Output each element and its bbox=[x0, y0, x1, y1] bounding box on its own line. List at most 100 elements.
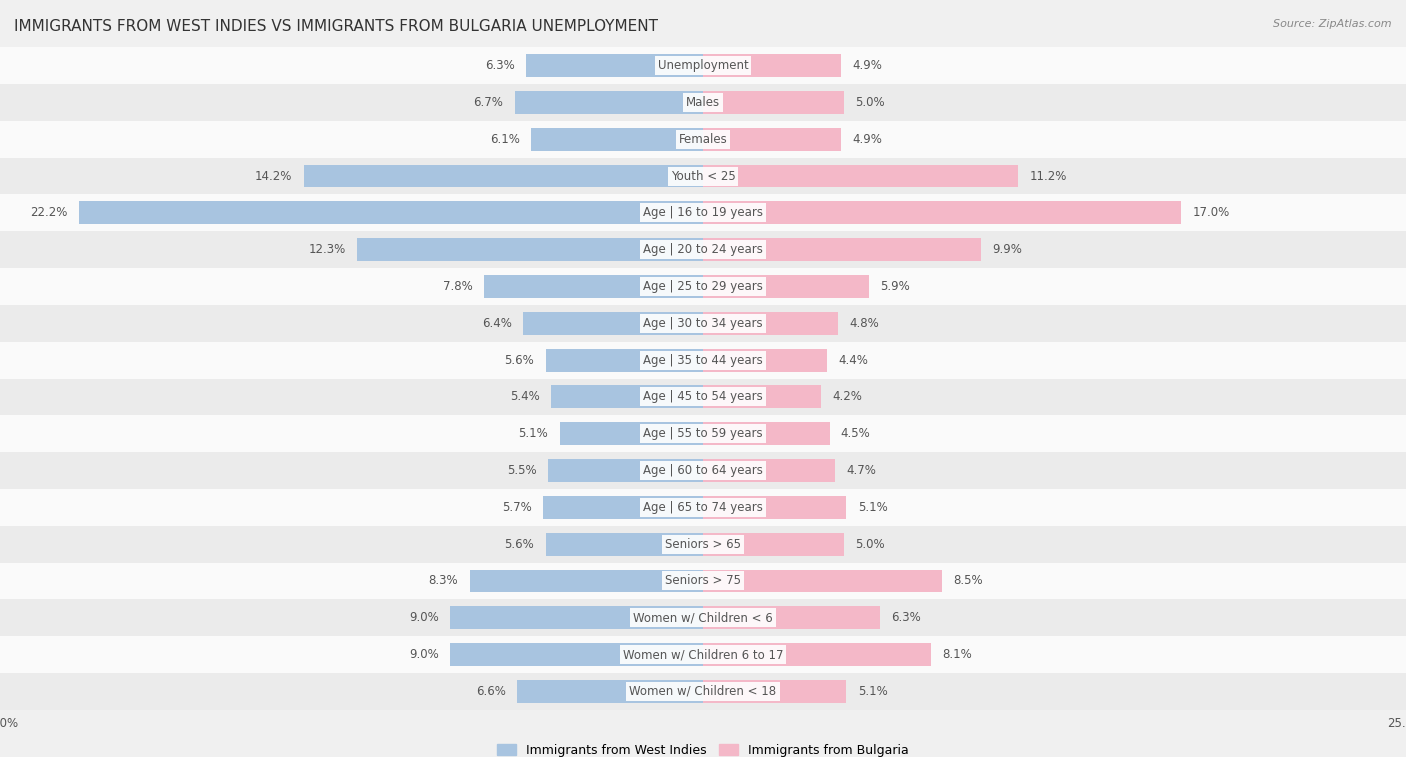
Text: 6.7%: 6.7% bbox=[474, 96, 503, 109]
Text: 5.4%: 5.4% bbox=[510, 391, 540, 403]
Text: Age | 45 to 54 years: Age | 45 to 54 years bbox=[643, 391, 763, 403]
Text: 5.1%: 5.1% bbox=[519, 427, 548, 441]
Bar bbox=[0, 157, 1406, 195]
Text: 6.1%: 6.1% bbox=[491, 132, 520, 146]
Text: 4.7%: 4.7% bbox=[846, 464, 876, 477]
Bar bbox=[0, 562, 1406, 600]
Bar bbox=[0, 673, 1406, 710]
Bar bbox=[703, 91, 844, 114]
Text: Age | 35 to 44 years: Age | 35 to 44 years bbox=[643, 354, 763, 366]
Text: Youth < 25: Youth < 25 bbox=[671, 170, 735, 182]
Bar bbox=[0, 636, 1406, 673]
Bar bbox=[531, 128, 703, 151]
Text: Women w/ Children < 6: Women w/ Children < 6 bbox=[633, 611, 773, 625]
Bar bbox=[703, 533, 844, 556]
Bar bbox=[703, 165, 1018, 188]
Bar bbox=[470, 569, 703, 592]
Text: 14.2%: 14.2% bbox=[254, 170, 292, 182]
Text: Women w/ Children < 18: Women w/ Children < 18 bbox=[630, 685, 776, 698]
Bar bbox=[703, 422, 830, 445]
Bar bbox=[548, 459, 703, 482]
Text: 5.5%: 5.5% bbox=[508, 464, 537, 477]
Text: 5.0%: 5.0% bbox=[855, 96, 884, 109]
Bar bbox=[703, 201, 1181, 224]
Text: Seniors > 75: Seniors > 75 bbox=[665, 575, 741, 587]
Text: Seniors > 65: Seniors > 65 bbox=[665, 537, 741, 550]
Bar bbox=[0, 47, 1406, 84]
Text: 22.2%: 22.2% bbox=[30, 207, 67, 220]
Bar bbox=[0, 84, 1406, 121]
Text: 9.9%: 9.9% bbox=[993, 243, 1022, 256]
Text: Males: Males bbox=[686, 96, 720, 109]
Text: 11.2%: 11.2% bbox=[1029, 170, 1067, 182]
Bar bbox=[560, 422, 703, 445]
Text: 8.1%: 8.1% bbox=[942, 648, 972, 661]
Bar bbox=[703, 55, 841, 77]
Bar bbox=[0, 416, 1406, 452]
Text: 12.3%: 12.3% bbox=[309, 243, 346, 256]
Bar bbox=[703, 385, 821, 408]
Bar bbox=[450, 606, 703, 629]
Text: 4.9%: 4.9% bbox=[852, 59, 882, 72]
Text: 6.3%: 6.3% bbox=[485, 59, 515, 72]
Bar bbox=[551, 385, 703, 408]
Bar bbox=[703, 643, 931, 666]
Bar bbox=[703, 275, 869, 298]
Bar bbox=[703, 569, 942, 592]
Bar bbox=[0, 341, 1406, 378]
Bar bbox=[0, 195, 1406, 232]
Bar bbox=[703, 349, 827, 372]
Text: Age | 16 to 19 years: Age | 16 to 19 years bbox=[643, 207, 763, 220]
Text: 5.6%: 5.6% bbox=[505, 354, 534, 366]
Bar bbox=[0, 452, 1406, 489]
Bar bbox=[357, 238, 703, 261]
Bar bbox=[703, 238, 981, 261]
Text: 6.6%: 6.6% bbox=[477, 685, 506, 698]
Bar bbox=[0, 305, 1406, 341]
Bar bbox=[523, 312, 703, 335]
Text: 4.5%: 4.5% bbox=[841, 427, 870, 441]
Text: Age | 60 to 64 years: Age | 60 to 64 years bbox=[643, 464, 763, 477]
Bar bbox=[517, 680, 703, 702]
Bar bbox=[526, 55, 703, 77]
Text: 4.2%: 4.2% bbox=[832, 391, 862, 403]
Bar bbox=[0, 232, 1406, 268]
Text: 6.4%: 6.4% bbox=[482, 316, 512, 330]
Text: IMMIGRANTS FROM WEST INDIES VS IMMIGRANTS FROM BULGARIA UNEMPLOYMENT: IMMIGRANTS FROM WEST INDIES VS IMMIGRANT… bbox=[14, 19, 658, 34]
Bar bbox=[703, 606, 880, 629]
Bar bbox=[0, 378, 1406, 416]
Bar bbox=[450, 643, 703, 666]
Text: 9.0%: 9.0% bbox=[409, 648, 439, 661]
Text: 4.9%: 4.9% bbox=[852, 132, 882, 146]
Bar bbox=[703, 459, 835, 482]
Text: Age | 25 to 29 years: Age | 25 to 29 years bbox=[643, 280, 763, 293]
Bar bbox=[0, 268, 1406, 305]
Text: Source: ZipAtlas.com: Source: ZipAtlas.com bbox=[1274, 19, 1392, 29]
Text: 17.0%: 17.0% bbox=[1192, 207, 1229, 220]
Bar bbox=[484, 275, 703, 298]
Text: 8.5%: 8.5% bbox=[953, 575, 983, 587]
Bar bbox=[703, 496, 846, 519]
Bar bbox=[703, 312, 838, 335]
Bar bbox=[0, 525, 1406, 562]
Bar bbox=[304, 165, 703, 188]
Text: 5.1%: 5.1% bbox=[858, 501, 887, 514]
Bar bbox=[543, 496, 703, 519]
Bar bbox=[703, 128, 841, 151]
Bar bbox=[79, 201, 703, 224]
Bar bbox=[546, 533, 703, 556]
Text: Unemployment: Unemployment bbox=[658, 59, 748, 72]
Bar bbox=[0, 489, 1406, 525]
Text: 4.4%: 4.4% bbox=[838, 354, 868, 366]
Text: Age | 65 to 74 years: Age | 65 to 74 years bbox=[643, 501, 763, 514]
Text: 5.6%: 5.6% bbox=[505, 537, 534, 550]
Text: Females: Females bbox=[679, 132, 727, 146]
Legend: Immigrants from West Indies, Immigrants from Bulgaria: Immigrants from West Indies, Immigrants … bbox=[492, 739, 914, 757]
Bar bbox=[0, 600, 1406, 636]
Bar bbox=[546, 349, 703, 372]
Text: 9.0%: 9.0% bbox=[409, 611, 439, 625]
Text: 7.8%: 7.8% bbox=[443, 280, 472, 293]
Text: Women w/ Children 6 to 17: Women w/ Children 6 to 17 bbox=[623, 648, 783, 661]
Bar bbox=[515, 91, 703, 114]
Text: Age | 30 to 34 years: Age | 30 to 34 years bbox=[643, 316, 763, 330]
